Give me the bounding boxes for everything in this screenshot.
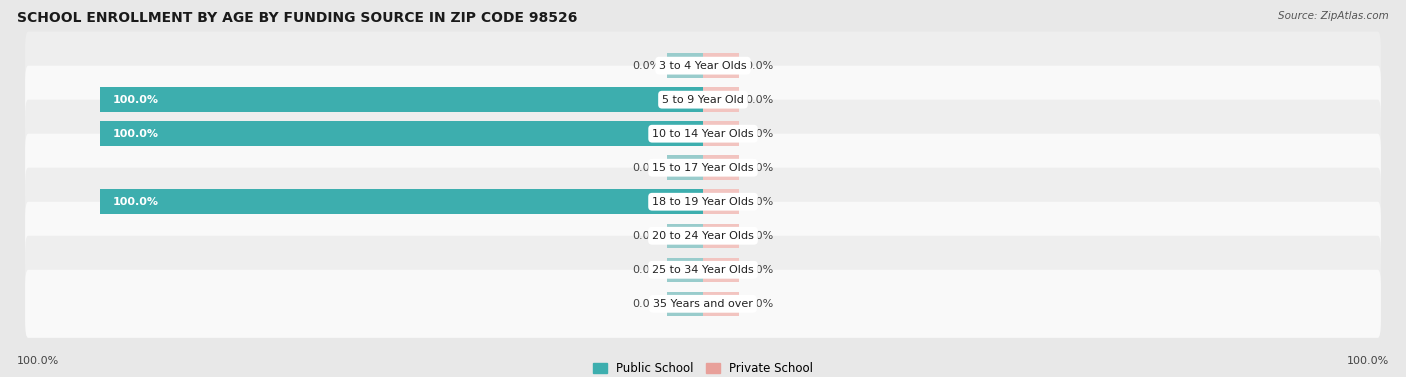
FancyBboxPatch shape: [25, 236, 1381, 304]
FancyBboxPatch shape: [25, 32, 1381, 100]
Bar: [666, 291, 703, 316]
Bar: [703, 291, 740, 316]
Text: 3 to 4 Year Olds: 3 to 4 Year Olds: [659, 61, 747, 70]
Text: 100.0%: 100.0%: [1347, 356, 1389, 366]
Text: 0.0%: 0.0%: [745, 163, 773, 173]
Text: Source: ZipAtlas.com: Source: ZipAtlas.com: [1278, 11, 1389, 21]
Bar: [703, 87, 740, 112]
Text: 0.0%: 0.0%: [745, 231, 773, 241]
FancyBboxPatch shape: [25, 202, 1381, 270]
FancyBboxPatch shape: [25, 270, 1381, 338]
FancyBboxPatch shape: [25, 66, 1381, 134]
Text: 0.0%: 0.0%: [745, 197, 773, 207]
Text: 0.0%: 0.0%: [745, 299, 773, 309]
Text: 18 to 19 Year Olds: 18 to 19 Year Olds: [652, 197, 754, 207]
Text: 20 to 24 Year Olds: 20 to 24 Year Olds: [652, 231, 754, 241]
Text: 100.0%: 100.0%: [112, 129, 159, 139]
FancyBboxPatch shape: [25, 100, 1381, 168]
Bar: [100, 121, 703, 146]
Text: 0.0%: 0.0%: [633, 299, 661, 309]
Text: 35 Years and over: 35 Years and over: [652, 299, 754, 309]
FancyBboxPatch shape: [25, 134, 1381, 202]
Bar: [666, 257, 703, 282]
Bar: [666, 54, 703, 78]
Text: 0.0%: 0.0%: [633, 61, 661, 70]
Text: SCHOOL ENROLLMENT BY AGE BY FUNDING SOURCE IN ZIP CODE 98526: SCHOOL ENROLLMENT BY AGE BY FUNDING SOUR…: [17, 11, 578, 25]
Bar: [703, 224, 740, 248]
Text: 5 to 9 Year Old: 5 to 9 Year Old: [662, 95, 744, 105]
Bar: [100, 87, 703, 112]
Text: 10 to 14 Year Olds: 10 to 14 Year Olds: [652, 129, 754, 139]
Bar: [703, 155, 740, 180]
Bar: [703, 257, 740, 282]
Bar: [703, 121, 740, 146]
Bar: [100, 190, 703, 214]
Text: 100.0%: 100.0%: [112, 95, 159, 105]
Text: 0.0%: 0.0%: [745, 95, 773, 105]
Bar: [703, 190, 740, 214]
Text: 0.0%: 0.0%: [745, 265, 773, 275]
Text: 15 to 17 Year Olds: 15 to 17 Year Olds: [652, 163, 754, 173]
Text: 0.0%: 0.0%: [633, 265, 661, 275]
Bar: [666, 155, 703, 180]
Text: 25 to 34 Year Olds: 25 to 34 Year Olds: [652, 265, 754, 275]
Text: 0.0%: 0.0%: [745, 61, 773, 70]
Text: 100.0%: 100.0%: [112, 197, 159, 207]
FancyBboxPatch shape: [25, 168, 1381, 236]
Legend: Public School, Private School: Public School, Private School: [588, 357, 818, 377]
Text: 100.0%: 100.0%: [17, 356, 59, 366]
Text: 0.0%: 0.0%: [633, 231, 661, 241]
Text: 0.0%: 0.0%: [633, 163, 661, 173]
Text: 0.0%: 0.0%: [745, 129, 773, 139]
Bar: [666, 224, 703, 248]
Bar: [703, 54, 740, 78]
